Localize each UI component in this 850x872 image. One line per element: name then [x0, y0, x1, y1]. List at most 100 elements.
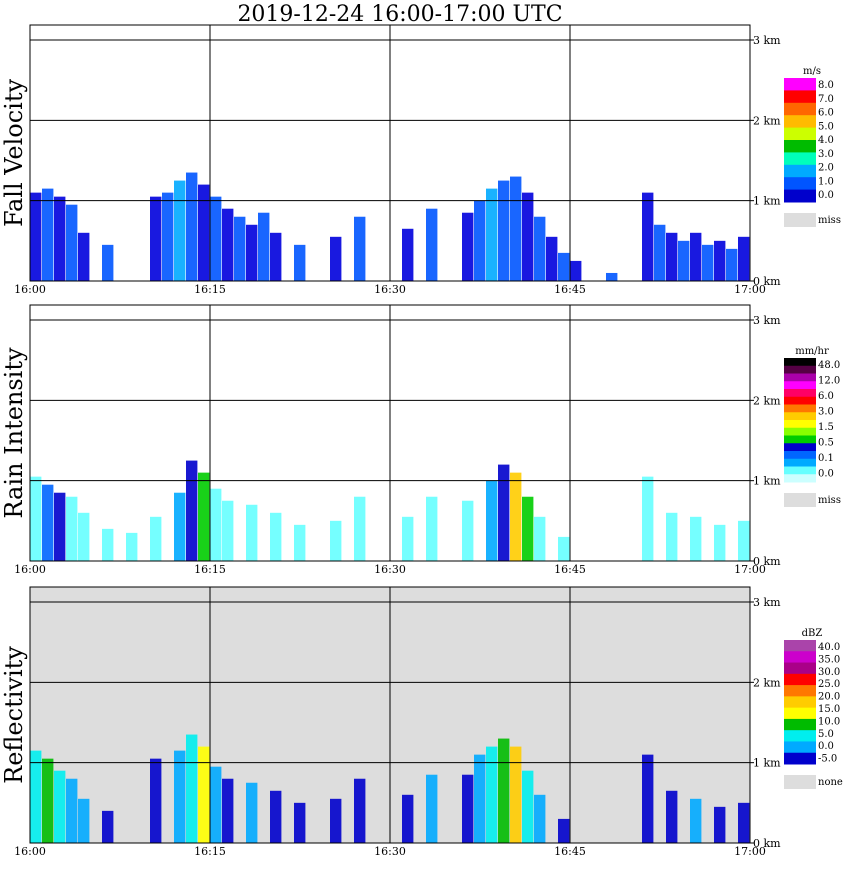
- colorbar-label: 35.0: [818, 654, 840, 665]
- data-cell-5: [102, 244, 114, 281]
- x-tick-label: 17:00: [734, 845, 766, 858]
- colorbar-unit: m/s: [803, 66, 821, 77]
- x-tick-label: 16:30: [374, 845, 406, 858]
- panel-reflectivity: 16:00 16:15 16:30 16:45 17:000 km 1 km 2 km 3 k…: [0, 586, 843, 858]
- data-cell-35: [666, 232, 678, 281]
- data-cell-26: [510, 176, 522, 281]
- data-cell-38: [702, 244, 714, 281]
- y-tick-label: 2 km: [753, 394, 781, 407]
- data-cell-29: [690, 516, 702, 561]
- data-cell-14: [294, 802, 306, 843]
- data-cell-5: [102, 810, 114, 843]
- data-cell-13: [270, 790, 282, 843]
- y-tick-label: 3 km: [753, 34, 781, 47]
- data-cell-26: [558, 818, 570, 843]
- colorbar-label: 0.1: [818, 453, 834, 464]
- colorbar-swatch: [784, 673, 816, 686]
- data-cell-18: [330, 236, 342, 281]
- colorbar-swatch: [784, 685, 816, 697]
- colorbar-swatch: [784, 718, 816, 731]
- data-cell-25: [534, 794, 546, 843]
- data-cell-8: [186, 734, 198, 843]
- data-cell-17: [402, 794, 414, 843]
- panels: 16:00 16:15 16:30 16:45 17:000 km1 km2 km3 k…: [0, 24, 843, 858]
- data-cell-28: [666, 512, 678, 561]
- colorbar-label: 5.0: [818, 121, 834, 132]
- colorbar-label: 2.0: [818, 163, 834, 174]
- colorbar-swatch: [784, 752, 816, 765]
- data-cell-7: [174, 750, 186, 843]
- panel-rain-intensity: 16:00 16:15 16:30 16:45 17:000 km 1 km 2 km 3 k…: [0, 304, 841, 576]
- colorbar-label: 0.0: [818, 741, 834, 752]
- colorbar-label: 3.0: [818, 149, 834, 160]
- colorbar-label: 25.0: [818, 679, 840, 690]
- data-cell-16: [354, 778, 366, 843]
- data-cell-1: [42, 484, 54, 561]
- data-cell-29: [690, 798, 702, 843]
- colorbar-label: 7.0: [818, 94, 834, 105]
- data-cell-23: [474, 200, 486, 281]
- data-cells: [30, 734, 750, 843]
- data-cell-33: [642, 192, 654, 281]
- colorbar-label: 3.0: [818, 407, 834, 418]
- data-cell-20: [474, 754, 486, 843]
- data-cell-0: [30, 750, 42, 843]
- data-cell-21: [486, 480, 498, 561]
- colorbar-swatch: [784, 389, 816, 398]
- data-cell-11: [222, 778, 234, 843]
- data-cell-22: [462, 212, 474, 281]
- data-cell-14: [246, 224, 258, 281]
- data-cell-4: [78, 512, 90, 561]
- colorbar-swatch: [784, 358, 816, 367]
- data-cell-11: [210, 488, 222, 561]
- colorbar-swatch: [784, 741, 816, 754]
- data-cell-13: [246, 504, 258, 561]
- colorbar-swatch: [784, 189, 816, 203]
- data-cell-10: [198, 472, 210, 561]
- data-cell-18: [402, 516, 414, 561]
- data-cell-29: [546, 236, 558, 281]
- data-cell-8: [174, 492, 186, 561]
- colorbar-miss-swatch: [784, 775, 816, 789]
- data-cell-21: [426, 208, 438, 281]
- data-cell-9: [186, 172, 198, 281]
- y-tick-label: 2 km: [753, 676, 781, 689]
- data-cell-12: [222, 208, 234, 281]
- x-tick-label: 16:45: [554, 283, 586, 296]
- y-tick-label: 3 km: [753, 314, 781, 327]
- colorbar-swatch: [784, 707, 816, 720]
- main-title: 2019-12-24 16:00-17:00 UTC: [237, 2, 562, 27]
- colorbar-swatch: [784, 78, 816, 91]
- data-cell-20: [402, 228, 414, 281]
- data-cell-19: [354, 216, 366, 281]
- data-cell-15: [258, 212, 270, 281]
- data-cell-27: [642, 754, 654, 843]
- colorbar-swatch: [784, 102, 816, 116]
- colorbar-miss-swatch: [784, 213, 816, 227]
- data-cell-3: [66, 204, 78, 281]
- colorbar-miss-label: none: [818, 777, 843, 788]
- data-cells: [30, 172, 750, 281]
- x-tick-label: 16:45: [554, 563, 586, 576]
- y-axis-title: Rain Intensity: [0, 347, 28, 519]
- plot-frame: [29, 304, 751, 562]
- data-cell-34: [654, 224, 666, 281]
- data-cell-30: [714, 806, 726, 843]
- colorbar-swatch: [784, 651, 816, 664]
- data-cell-19: [462, 774, 474, 843]
- data-cell-15: [330, 798, 342, 843]
- colorbar-label: 1.5: [818, 422, 834, 433]
- data-cell-1: [42, 188, 54, 281]
- colorbar-swatch: [784, 412, 816, 421]
- data-cell-14: [270, 512, 282, 561]
- colorbar-label: 0.0: [818, 190, 834, 201]
- colorbar-label: 0.5: [818, 438, 834, 449]
- colorbar-label: 4.0: [818, 135, 834, 146]
- colorbar-label: 15.0: [818, 704, 840, 715]
- colorbar-swatch: [784, 435, 816, 444]
- colorbar-swatch: [784, 396, 816, 405]
- data-cell-31: [570, 260, 582, 281]
- colorbar-label: 8.0: [818, 80, 834, 91]
- data-cell-24: [522, 770, 534, 843]
- data-cell-10: [198, 184, 210, 281]
